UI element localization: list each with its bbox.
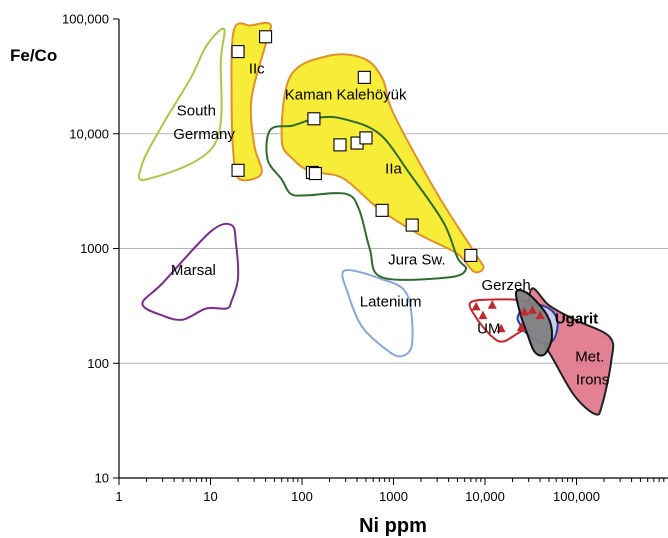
data-point-square: [231, 163, 245, 177]
data-point-square: [375, 203, 389, 217]
annotation-marsal: Marsal: [171, 262, 216, 279]
x-tick-label: 10,000: [465, 489, 505, 504]
annotation-germany: Germany: [173, 126, 235, 143]
annotation-latenium: Latenium: [360, 294, 422, 311]
data-point-triangle: [527, 305, 537, 314]
y-axis-label: Fe/Co: [10, 46, 57, 65]
data-point-square: [405, 218, 419, 232]
annotation-kaman-kaleh-y-k: Kaman Kalehöyük: [285, 86, 407, 103]
annotation-iic: IIc: [249, 61, 265, 78]
data-point-triangle: [478, 310, 488, 320]
x-tick-label: 10: [203, 489, 217, 504]
annotation-iia: IIa: [385, 160, 402, 177]
region-marsal: [141, 222, 240, 321]
annotation-south: South: [177, 102, 216, 119]
data-point-triangle: [496, 323, 506, 333]
x-tick-label: 1: [115, 489, 122, 504]
data-point-triangle: [535, 310, 545, 320]
region-latenium: [341, 269, 414, 358]
data-point-square: [464, 248, 478, 262]
data-point-triangle: [516, 322, 526, 331]
region-iia: [280, 53, 485, 274]
data-point-square: [231, 45, 245, 59]
region-jura-sw: [265, 115, 468, 281]
data-point-square: [357, 70, 371, 84]
x-axis-label: Ni ppm: [359, 515, 427, 537]
region-south-germany: [137, 27, 226, 181]
annotation-met: Met.: [575, 348, 604, 365]
annotation-gerzeh: Gerzeh: [481, 277, 530, 294]
region-iic: [230, 21, 272, 182]
y-tick-label: 1000: [80, 241, 109, 256]
data-point-square: [359, 131, 373, 145]
x-tick-label: 1000: [379, 489, 408, 504]
annotation-um: UM: [477, 321, 500, 338]
y-tick-label: 10,000: [69, 126, 109, 141]
data-point-square: [259, 30, 273, 44]
data-point-square: [307, 112, 321, 126]
x-tick-label: 100,000: [553, 489, 600, 504]
data-point-square: [308, 166, 322, 181]
y-tick-label: 100,000: [62, 12, 109, 27]
annotation-jura-sw: Jura Sw.: [388, 252, 446, 269]
data-point-triangle: [471, 301, 481, 311]
y-tick-label: 10: [95, 471, 109, 486]
data-point-square: [333, 138, 347, 152]
data-point-triangle: [487, 300, 497, 309]
y-tick-label: 100: [87, 356, 109, 371]
annotation-ugarit: Ugarit: [555, 311, 598, 328]
data-point-triangle: [519, 306, 529, 316]
x-tick-label: 100: [291, 489, 313, 504]
region-gerzeh: [514, 289, 554, 357]
annotation-irons: Irons: [576, 372, 609, 389]
